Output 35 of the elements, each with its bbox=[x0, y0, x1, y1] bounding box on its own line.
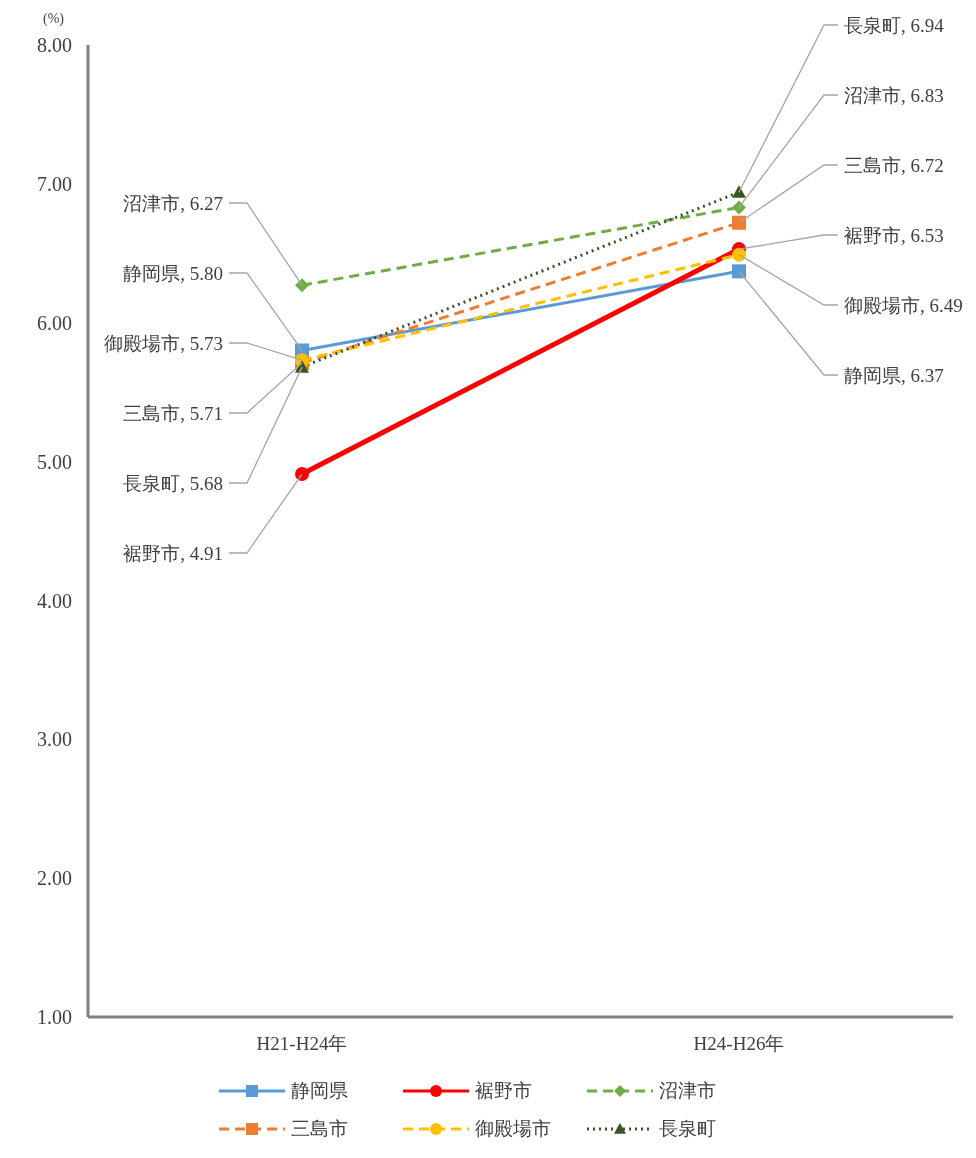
data-label: 静岡県, 6.37 bbox=[844, 364, 944, 386]
data-label: 裾野市, 4.91 bbox=[123, 542, 223, 564]
point bbox=[732, 200, 746, 215]
data-label: 裾野市, 6.53 bbox=[844, 224, 944, 246]
data-label: 沼津市, 6.83 bbox=[844, 84, 944, 106]
data-label: 三島市, 5.71 bbox=[123, 402, 223, 424]
data-label: 沼津市, 6.27 bbox=[123, 192, 223, 214]
data-label: 長泉町, 6.94 bbox=[844, 14, 945, 36]
point bbox=[732, 215, 746, 230]
data-label: 御殿場市, 6.49 bbox=[844, 294, 963, 316]
legend-label: 長泉町 bbox=[658, 1117, 716, 1141]
y-axis-title: (%) bbox=[43, 11, 65, 27]
data-label: 長泉町, 5.68 bbox=[123, 472, 223, 494]
data-label: 静岡県, 5.80 bbox=[123, 262, 223, 284]
y-tick-label: 6.00 bbox=[37, 311, 72, 334]
legend-label: 御殿場市 bbox=[474, 1117, 551, 1141]
y-tick-label: 4.00 bbox=[37, 589, 72, 612]
y-tick-label: 7.00 bbox=[37, 172, 72, 195]
point bbox=[732, 264, 746, 279]
y-tick-label: 5.00 bbox=[37, 450, 72, 473]
point bbox=[295, 467, 309, 482]
y-tick-label: 3.00 bbox=[37, 728, 72, 751]
legend-label: 裾野市 bbox=[474, 1079, 532, 1103]
y-tick-label: 8.00 bbox=[37, 34, 72, 57]
x-tick-label: H24-H26年 bbox=[693, 1033, 785, 1055]
point bbox=[732, 247, 746, 262]
legend-label: 静岡県 bbox=[290, 1079, 348, 1103]
data-label: 御殿場市, 5.73 bbox=[104, 332, 223, 354]
point bbox=[295, 278, 309, 293]
y-tick-label: 2.00 bbox=[37, 867, 72, 890]
x-tick-label: H21-H24年 bbox=[256, 1033, 348, 1055]
legend-label: 沼津市 bbox=[658, 1079, 716, 1103]
y-tick-label: 1.00 bbox=[37, 1006, 72, 1029]
data-label: 三島市, 6.72 bbox=[844, 154, 944, 176]
legend-label: 三島市 bbox=[290, 1117, 348, 1141]
